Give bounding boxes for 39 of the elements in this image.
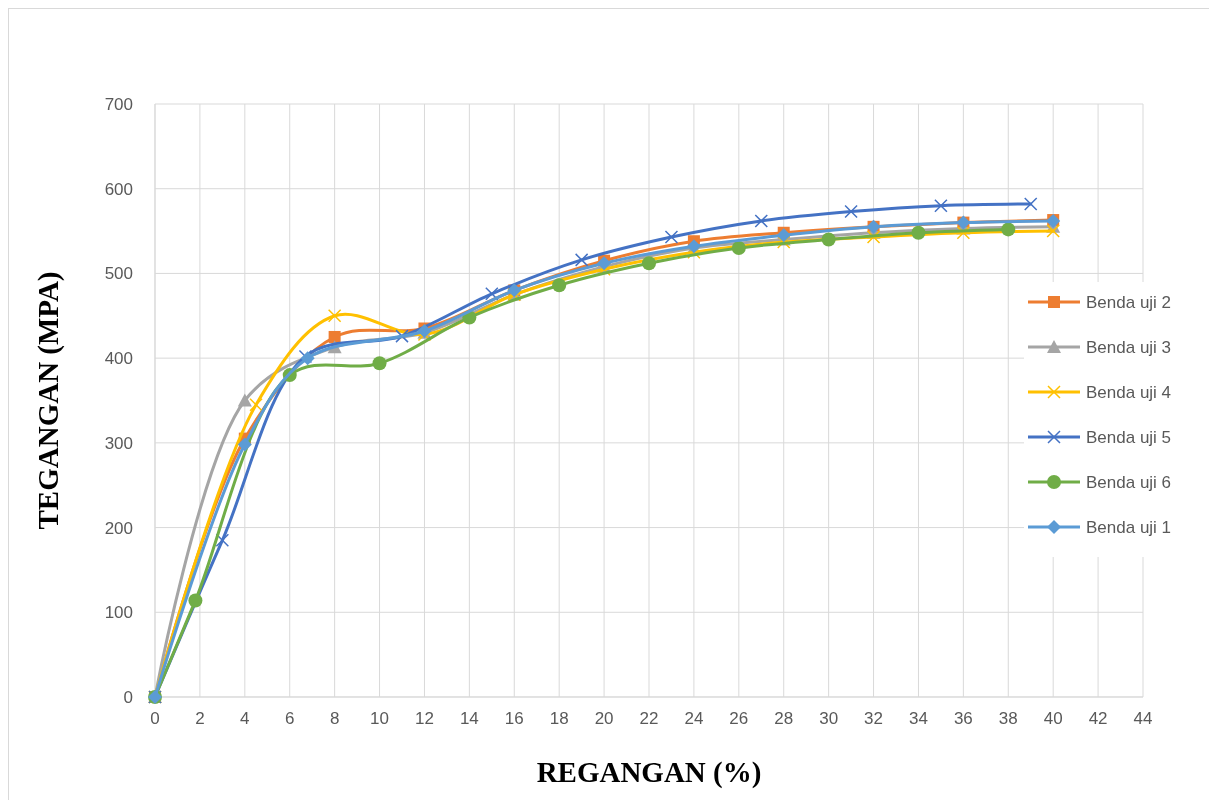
x-tick-label: 30 [819, 709, 839, 728]
x-axis-title: REGANGAN (%) [536, 756, 762, 789]
x-tick-label: 34 [908, 709, 928, 728]
x-tick-label: 42 [1088, 709, 1108, 728]
y-tick-label: 200 [104, 518, 133, 538]
y-axis-title: TEGANGAN (MPA) [32, 271, 65, 530]
x-tick-label: 12 [414, 709, 434, 728]
x-tick-label: 24 [684, 709, 704, 728]
x-tick-label: 32 [864, 709, 884, 728]
x-tick-label: 36 [953, 709, 973, 728]
x-tick-label: 38 [998, 709, 1018, 728]
x-tick-label: 16 [504, 709, 524, 728]
x-tick-label: 0 [150, 709, 160, 728]
x-tick-label: 40 [1043, 709, 1063, 728]
legend-label: Benda uji 1 [1086, 518, 1172, 537]
y-tick-label: 100 [104, 603, 133, 623]
x-tick-label: 22 [639, 709, 659, 728]
x-tick-label: 28 [774, 709, 794, 728]
x-tick-label: 8 [329, 709, 340, 728]
x-tick-label: 4 [240, 709, 250, 728]
y-tick-label: 500 [104, 264, 133, 284]
x-tick-label: 10 [370, 709, 390, 728]
x-tick-label: 14 [459, 709, 479, 728]
y-tick-label: 0 [123, 688, 133, 707]
y-tick-label: 300 [104, 433, 133, 453]
x-tick-label: 26 [729, 709, 749, 728]
x-tick-label: 20 [594, 709, 614, 728]
legend-label: Benda uji 3 [1086, 338, 1172, 357]
y-tick-label: 600 [104, 179, 133, 199]
x-tick-label: 2 [195, 709, 205, 728]
legend-label: Benda uji 5 [1086, 428, 1172, 447]
x-tick-label: 44 [1133, 709, 1153, 728]
x-tick-label: 18 [549, 709, 569, 728]
y-tick-label: 700 [104, 95, 133, 114]
legend-label: Benda uji 4 [1086, 383, 1172, 402]
legend-label: Benda uji 2 [1086, 293, 1172, 312]
y-tick-label: 400 [104, 349, 133, 369]
x-tick-label: 6 [284, 709, 295, 728]
legend-label: Benda uji 6 [1086, 473, 1172, 492]
